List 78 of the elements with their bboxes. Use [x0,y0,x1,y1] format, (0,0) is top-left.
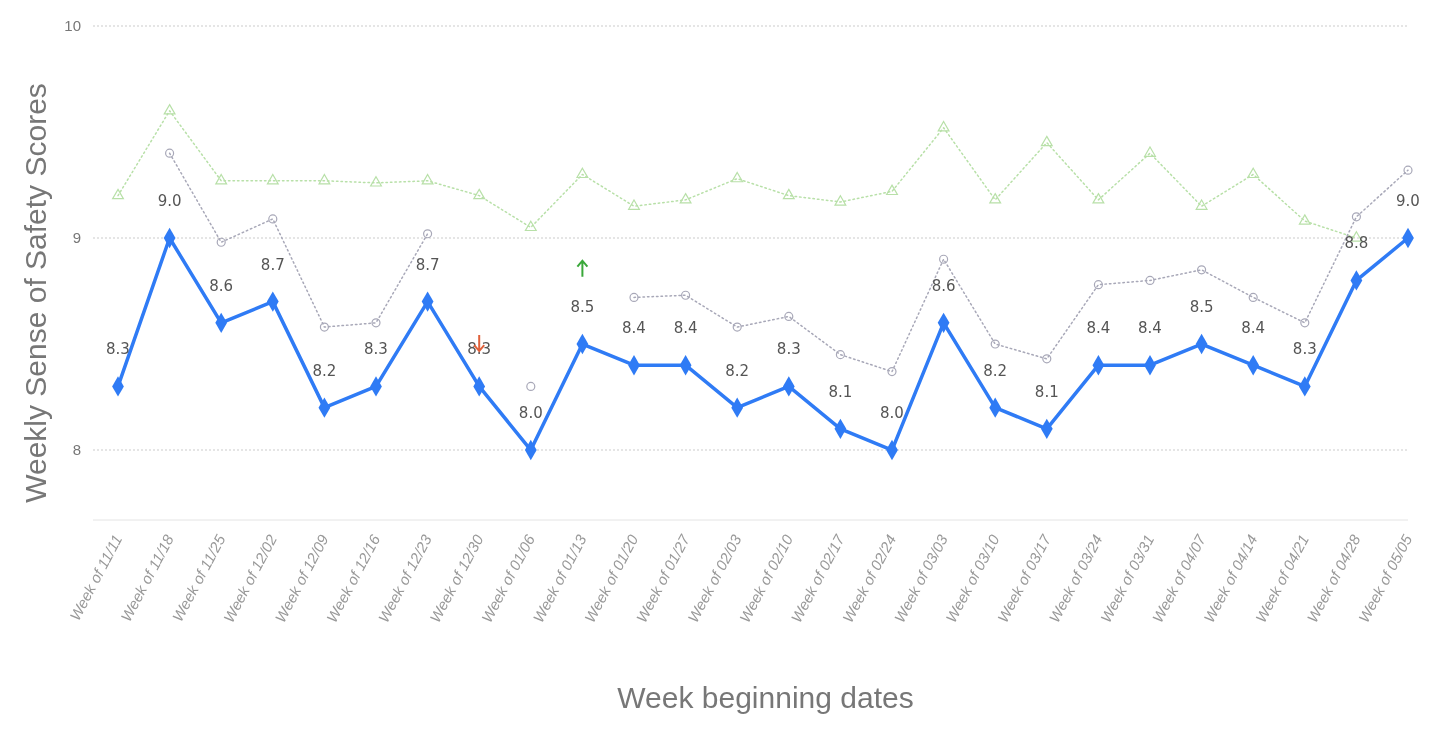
data-label: 8.6 [931,276,956,295]
point [731,171,744,183]
point [1144,146,1156,157]
data-label: 8.6 [209,276,234,295]
data-label: 8.7 [415,255,440,274]
point [576,167,589,179]
data-label: 9.0 [1396,192,1420,211]
point [266,173,279,185]
point [524,220,537,232]
point [887,367,897,377]
point [1300,318,1310,328]
point [681,290,691,300]
data-label: 8.3 [1292,340,1317,359]
point [371,318,381,328]
point [1248,292,1258,302]
x-axis-title: Week beginning dates [617,681,914,714]
point [216,237,226,247]
data-label: 8.1 [828,382,853,401]
data-label: 8.1 [1034,382,1059,401]
data-label: 9.0 [157,192,182,211]
data-label: 8.4 [1138,319,1162,338]
y-axis-title: Weekly Sense of Safety Scores [19,83,52,503]
point [268,214,278,224]
data-label: 8.3 [364,340,388,359]
point [318,173,331,185]
data-label: 8.4 [1241,319,1266,338]
data-label: 8.0 [880,404,904,423]
data-label: 8.2 [983,361,1008,380]
point [526,381,536,392]
point [628,199,640,210]
data-label: 8.3 [467,340,492,359]
y-tick-label: 8 [72,441,81,459]
point [1145,275,1155,285]
point [165,148,175,158]
point [112,188,124,200]
y-tick-label: 10 [64,17,81,35]
point [1351,212,1361,222]
point [215,173,228,185]
data-label: 8.4 [673,319,698,338]
point [990,339,1000,349]
point [989,193,1002,204]
point [163,104,176,115]
point [629,292,639,302]
point [1247,167,1260,179]
point [423,229,433,239]
point [1093,280,1103,290]
point [886,184,898,196]
data-label: 8.7 [260,255,285,274]
point [939,254,949,264]
point [473,188,486,200]
point [784,311,794,322]
point [782,188,795,200]
point [370,176,382,187]
point [732,322,742,332]
data-label: 8.3 [106,340,130,359]
point [1298,214,1311,225]
data-label: 8.4 [1086,319,1111,338]
point [1092,193,1105,204]
point [679,193,692,204]
data-label: 8.2 [312,361,337,380]
data-label: 8.8 [1344,234,1369,253]
data-label: 8.5 [1189,298,1214,317]
point [1040,135,1053,147]
data-label: 8.3 [776,340,801,359]
point [1197,265,1207,275]
data-label: 8.2 [725,361,750,380]
point [1403,165,1413,175]
data-label: 8.4 [622,319,646,338]
point [835,350,845,360]
y-tick-label: 9 [72,229,81,247]
point [834,195,847,206]
point [421,173,434,185]
data-label: 8.5 [570,298,595,317]
point [1042,354,1052,364]
point [319,322,329,332]
point [937,120,950,132]
point [1195,199,1208,210]
data-label: 8.0 [518,404,543,423]
